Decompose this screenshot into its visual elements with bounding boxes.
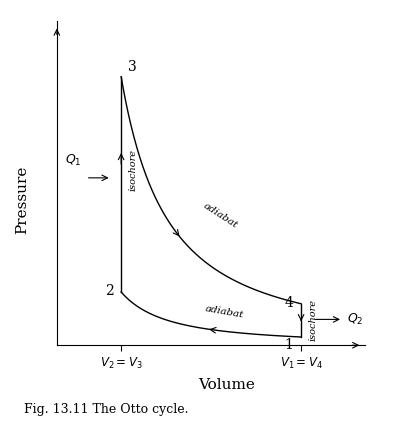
Text: adiabat: adiabat bbox=[203, 304, 243, 320]
Text: 1: 1 bbox=[284, 338, 293, 352]
Text: isochore: isochore bbox=[308, 299, 317, 341]
Text: Fig. 13.11 The Otto cycle.: Fig. 13.11 The Otto cycle. bbox=[24, 402, 188, 416]
Text: 4: 4 bbox=[284, 296, 293, 310]
Text: 3: 3 bbox=[127, 60, 136, 74]
Y-axis label: Pressure: Pressure bbox=[15, 165, 29, 234]
Text: isochore: isochore bbox=[128, 149, 138, 192]
Text: adiabat: adiabat bbox=[201, 201, 239, 230]
X-axis label: Volume: Volume bbox=[198, 378, 254, 392]
Text: $Q_1$: $Q_1$ bbox=[64, 153, 81, 168]
Text: 2: 2 bbox=[104, 284, 113, 298]
Text: $Q_2$: $Q_2$ bbox=[347, 312, 363, 327]
